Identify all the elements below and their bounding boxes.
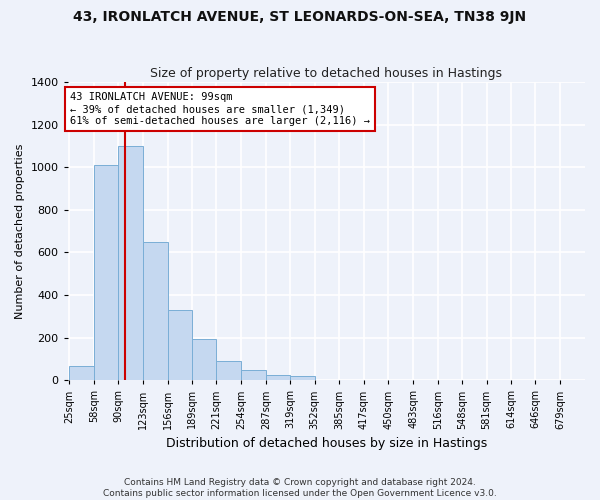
Bar xyxy=(118,146,143,380)
Bar xyxy=(94,165,118,380)
Bar xyxy=(290,376,315,380)
Bar xyxy=(217,361,241,380)
Y-axis label: Number of detached properties: Number of detached properties xyxy=(15,144,25,319)
Title: Size of property relative to detached houses in Hastings: Size of property relative to detached ho… xyxy=(151,66,502,80)
Bar xyxy=(241,370,266,380)
Text: 43, IRONLATCH AVENUE, ST LEONARDS-ON-SEA, TN38 9JN: 43, IRONLATCH AVENUE, ST LEONARDS-ON-SEA… xyxy=(73,10,527,24)
Bar xyxy=(266,375,290,380)
Bar xyxy=(143,242,167,380)
Bar xyxy=(69,366,94,380)
X-axis label: Distribution of detached houses by size in Hastings: Distribution of detached houses by size … xyxy=(166,437,487,450)
Text: Contains HM Land Registry data © Crown copyright and database right 2024.
Contai: Contains HM Land Registry data © Crown c… xyxy=(103,478,497,498)
Bar xyxy=(193,338,217,380)
Text: 43 IRONLATCH AVENUE: 99sqm
← 39% of detached houses are smaller (1,349)
61% of s: 43 IRONLATCH AVENUE: 99sqm ← 39% of deta… xyxy=(70,92,370,126)
Bar xyxy=(167,310,193,380)
